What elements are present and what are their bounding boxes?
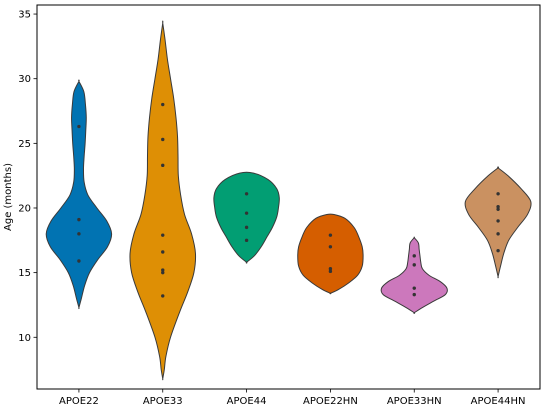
data-point bbox=[77, 217, 81, 222]
violin-apoe33hn bbox=[380, 236, 448, 314]
data-point bbox=[496, 192, 500, 196]
data-point bbox=[496, 207, 500, 211]
x-tick-label: APOE33 bbox=[143, 396, 183, 407]
y-tick-label: 10 bbox=[18, 333, 31, 344]
data-point bbox=[161, 102, 165, 107]
y-tick-label: 25 bbox=[18, 139, 31, 150]
data-point bbox=[496, 248, 500, 253]
axes-frame bbox=[36, 4, 541, 390]
data-point bbox=[496, 232, 500, 236]
data-point bbox=[328, 269, 333, 274]
data-point bbox=[161, 268, 165, 272]
data-point bbox=[161, 294, 165, 298]
data-point bbox=[244, 192, 249, 196]
violins-layer bbox=[45, 20, 532, 381]
data-point bbox=[244, 238, 249, 243]
data-point bbox=[77, 259, 81, 263]
violin-apoe33 bbox=[129, 20, 197, 381]
y-tick-label: 20 bbox=[18, 203, 31, 214]
data-point bbox=[77, 232, 81, 236]
y-tick-label: 30 bbox=[18, 74, 31, 85]
violin-apoe22 bbox=[45, 79, 113, 310]
points-layer bbox=[77, 102, 500, 298]
x-tick-label: APOE44 bbox=[227, 396, 267, 407]
data-point bbox=[244, 211, 249, 215]
x-tick-label: APOE22HN bbox=[303, 396, 358, 407]
data-point bbox=[412, 254, 416, 258]
data-point bbox=[328, 245, 333, 249]
data-point bbox=[412, 286, 416, 290]
data-point bbox=[161, 233, 165, 237]
data-point bbox=[161, 270, 165, 275]
data-point bbox=[496, 219, 500, 223]
y-axis-label: Age (months) bbox=[3, 163, 14, 231]
x-axis: APOE22 APOE33 APOE44 APOE22HN APOE33HN APOE44… bbox=[59, 389, 525, 407]
data-point bbox=[161, 137, 165, 142]
data-point bbox=[161, 250, 165, 254]
violin-apoe22hn bbox=[297, 213, 364, 295]
violin-apoe44 bbox=[213, 171, 280, 264]
data-point bbox=[161, 163, 165, 168]
data-point bbox=[328, 267, 333, 271]
data-point bbox=[77, 124, 81, 129]
x-tick-label: APOE33HN bbox=[387, 396, 442, 407]
y-tick-label: 15 bbox=[18, 268, 31, 279]
x-tick-label: APOE22 bbox=[59, 396, 99, 407]
data-point bbox=[412, 292, 416, 297]
x-tick-label: APOE44HN bbox=[471, 396, 526, 407]
data-point bbox=[412, 263, 416, 267]
data-point bbox=[328, 233, 333, 237]
y-axis: 10 15 20 25 30 35 bbox=[18, 10, 37, 344]
data-point bbox=[496, 204, 500, 209]
y-tick-label: 35 bbox=[18, 10, 31, 21]
data-point bbox=[244, 225, 249, 230]
